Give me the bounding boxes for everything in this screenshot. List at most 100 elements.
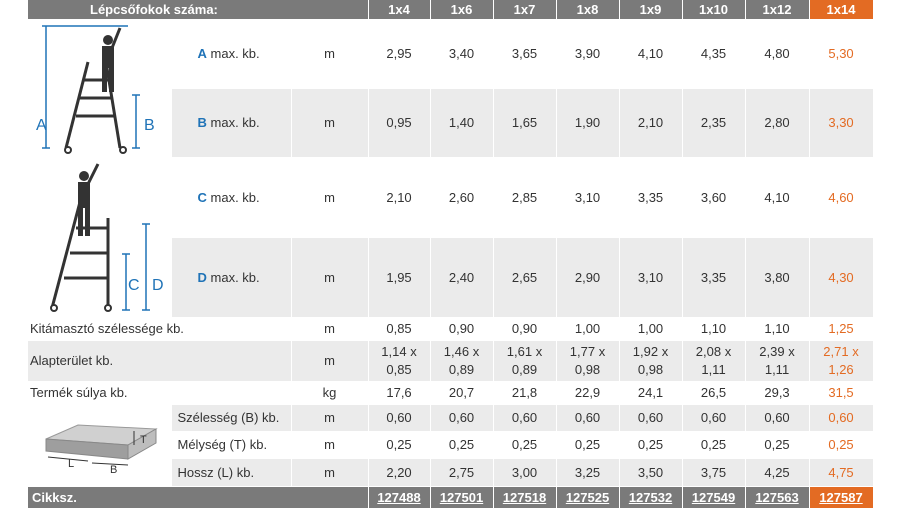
cell: 26,5: [682, 381, 746, 405]
article-code-link[interactable]: 127518: [493, 486, 557, 509]
cell-line: 1,14 x: [381, 343, 417, 359]
col-header: 1x8: [556, 0, 620, 20]
cell: 4,10: [619, 19, 683, 89]
cell: 1,90: [556, 88, 620, 158]
label-kitamaszto: Kitámasztó szélessége kb.: [28, 317, 292, 341]
cell: 3,60: [682, 157, 746, 238]
cell-two-line: 2,08 x 1,11: [682, 340, 746, 382]
cell-line: 2,08 x: [695, 343, 732, 359]
cell: 20,7: [430, 381, 494, 405]
unit-c: m: [291, 157, 369, 238]
row-a: A B A max. kb. m 2,95 3,40 3,65 3,90 4,1…: [28, 19, 874, 158]
cell-line: 2,71 x: [823, 343, 859, 359]
cell: 3,35: [619, 157, 683, 238]
article-code-link[interactable]: 127563: [745, 486, 810, 509]
cell-line: 0,85: [386, 361, 412, 377]
label-d-text: max. kb.: [210, 269, 260, 285]
cell-two-line-highlight: 2,71 x 1,26: [808, 340, 874, 382]
cell: 2,75: [430, 458, 494, 487]
cell: 3,75: [682, 458, 746, 487]
col-header: 1x7: [493, 0, 557, 20]
cell-highlight: 4,60: [808, 157, 874, 238]
cell: 0,25: [556, 431, 620, 459]
col-header: 1x9: [619, 0, 683, 20]
cell: 1,10: [745, 317, 810, 341]
cell-line: 0,89: [511, 361, 538, 377]
cell: 3,00: [493, 458, 557, 487]
cell: 0,85: [368, 317, 431, 341]
cell-two-line: 1,77 x 0,98: [556, 340, 620, 382]
unit-alapterulet: m: [291, 340, 369, 382]
cell-line: 2,39 x: [759, 343, 795, 359]
cell: 0,60: [493, 404, 557, 433]
article-code-link[interactable]: 127501: [430, 486, 494, 509]
diagram-label-d: D: [152, 277, 164, 294]
cell-line: 1,92 x: [632, 343, 669, 359]
unit-b: m: [291, 88, 369, 158]
cell-line: 0,98: [637, 361, 664, 377]
cell: 2,60: [430, 157, 494, 238]
ladder-user-ab-icon: A B: [36, 24, 155, 154]
cell-line: 1,26: [828, 361, 854, 377]
cell: 2,80: [745, 88, 810, 158]
cell: 0,25: [430, 431, 494, 459]
col-header-highlight: 1x14: [809, 0, 874, 20]
article-code-link-highlight[interactable]: 127587: [809, 486, 874, 509]
cell-line: 1,11: [764, 361, 790, 377]
row-hossz: Hossz (L) kb. m 2,20 2,75 3,00 3,25 3,50…: [28, 458, 874, 487]
row-melyseg: Mélység (T) kb. m 0,25 0,25 0,25 0,25 0,…: [28, 431, 874, 459]
diagram-label-box-b: B: [110, 464, 117, 476]
cell-highlight: 4,30: [808, 237, 874, 318]
cell: 3,90: [556, 19, 620, 89]
cell: 0,25: [493, 431, 557, 459]
cell: 0,60: [430, 404, 494, 433]
article-code-link[interactable]: 127532: [619, 486, 683, 509]
cell: 2,95: [368, 19, 431, 89]
cell: 0,60: [368, 404, 431, 433]
label-hossz: Hossz (L) kb.: [171, 458, 292, 487]
unit-d: m: [291, 237, 369, 318]
cell: 4,10: [745, 157, 810, 238]
row-d: D max. kb. m 1,95 2,40 2,65 2,90 3,10 3,…: [28, 237, 874, 318]
row-kitamaszto: Kitámasztó szélessége kb. m 0,85 0,90 0,…: [28, 317, 874, 341]
cell-highlight: 0,60: [808, 404, 874, 433]
cell: 0,25: [619, 431, 683, 459]
cell: 0,25: [682, 431, 746, 459]
cell: 0,60: [682, 404, 746, 433]
row-c: C D C max. kb. m 2,10 2,60 2,85 3,10 3,3…: [28, 157, 874, 318]
footer-label: Cikksz.: [28, 486, 369, 509]
cell-two-line: 2,39 x 1,11: [745, 340, 810, 382]
label-alapterulet: Alapterület kb.: [28, 340, 292, 382]
cell: 22,9: [556, 381, 620, 405]
cell-two-line: 1,14 x 0,85: [368, 340, 431, 382]
cell: 2,90: [556, 237, 620, 318]
col-header: 1x6: [430, 0, 494, 20]
cell-highlight: 3,30: [808, 88, 874, 158]
cell: 1,00: [619, 317, 683, 341]
cell: 2,65: [493, 237, 557, 318]
article-code-link[interactable]: 127549: [682, 486, 746, 509]
label-a-text: max. kb.: [210, 46, 260, 61]
cell-line: 1,77 x: [569, 343, 606, 359]
letter-d: D: [197, 269, 207, 285]
diagram-label-t: T: [140, 434, 147, 446]
cell: 3,35: [682, 237, 746, 318]
package-diagram: T L B: [28, 404, 172, 487]
article-code-link[interactable]: 127525: [556, 486, 620, 509]
letter-a: A: [197, 46, 207, 61]
label-szelesseg: Szélesség (B) kb.: [171, 404, 292, 433]
cell-line: 0,98: [574, 361, 601, 377]
cell-line: 1,61 x: [506, 343, 543, 359]
label-suly: Termék súlya kb.: [28, 381, 292, 405]
article-code-link[interactable]: 127488: [368, 486, 431, 509]
footer-row: Cikksz. 127488 127501 127518 127525 1275…: [28, 486, 874, 509]
row-alapterulet: Alapterület kb. m 1,14 x 0,85 1,46 x 0,89 …: [28, 340, 874, 382]
label-c-text: max. kb.: [210, 189, 260, 205]
col-header: 1x12: [745, 0, 810, 20]
label-b: B max. kb.: [171, 88, 292, 158]
cell: 2,35: [682, 88, 746, 158]
cell: 24,1: [619, 381, 683, 405]
row-b: B max. kb. m 0,95 1,40 1,65 1,90 2,10 2,…: [28, 88, 874, 158]
cell-highlight: 1,25: [808, 317, 874, 341]
